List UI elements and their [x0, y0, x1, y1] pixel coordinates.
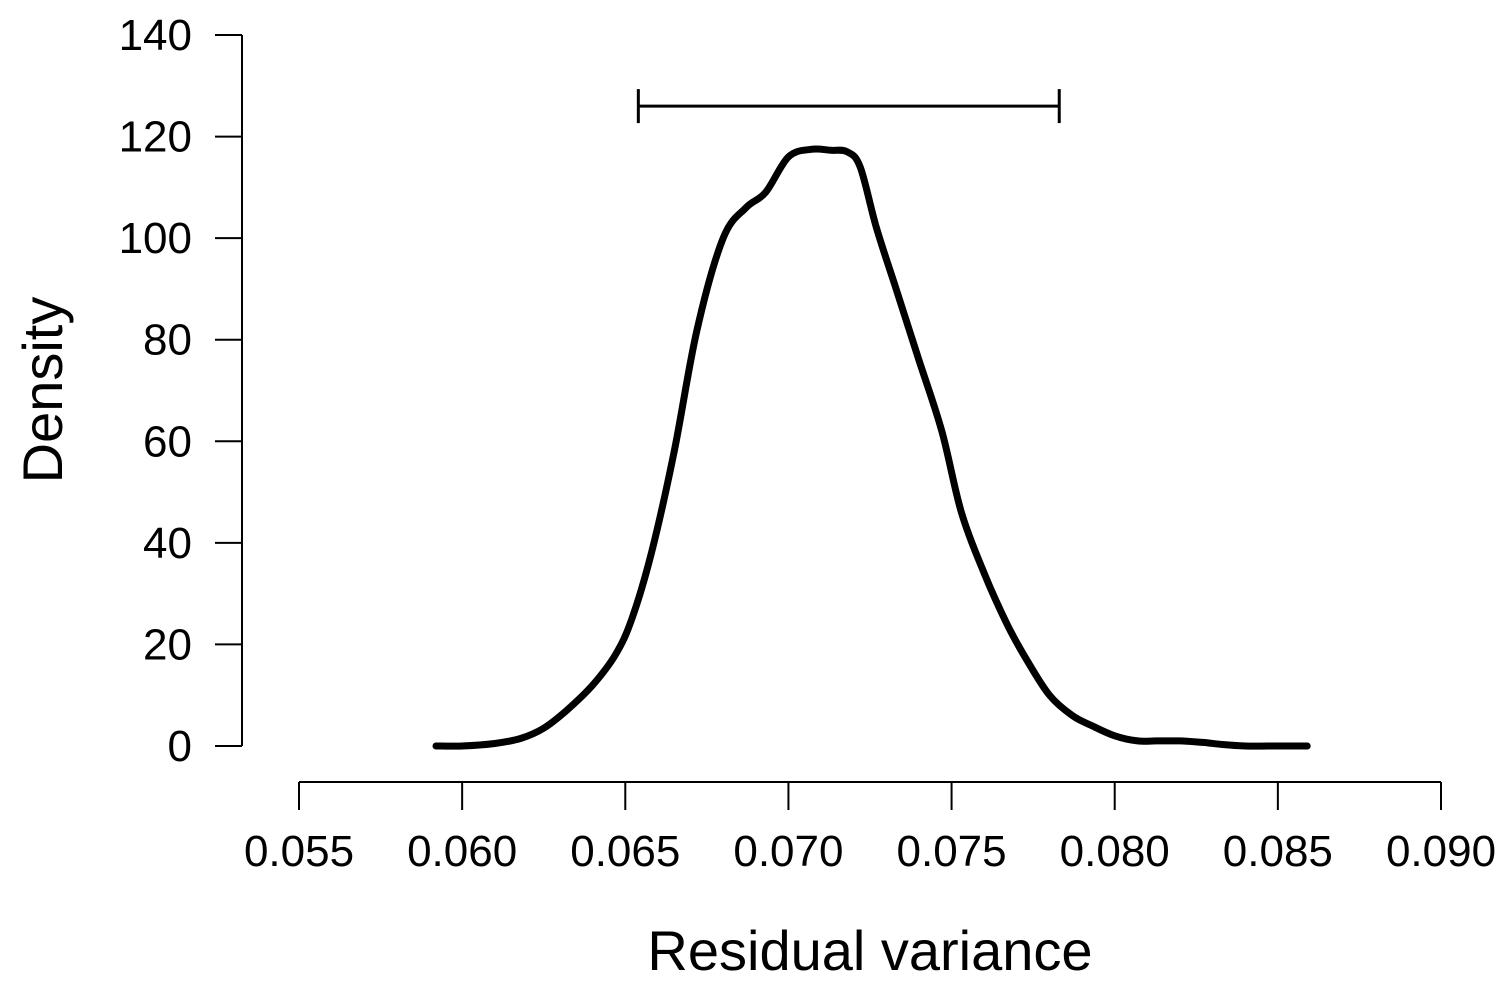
x-tick-label: 0.065 [570, 827, 680, 876]
density-curve [432, 145, 1311, 750]
credible-interval-bar [636, 89, 1061, 124]
x-tick-label: 0.085 [1223, 827, 1333, 876]
x-axis-title: Residual variance [647, 919, 1092, 982]
y-tick-label: 140 [119, 11, 192, 60]
x-axis-ticks: 0.055 0.060 0.065 0.070 0.075 0.080 0.085 0.090 [244, 782, 1496, 876]
x-tick-label: 0.090 [1386, 827, 1496, 876]
y-tick-label: 20 [143, 620, 192, 669]
y-tick-label: 60 [143, 417, 192, 466]
y-tick-label: 120 [119, 113, 192, 162]
x-tick-label: 0.070 [733, 827, 843, 876]
y-axis-ticks: 0 20 40 60 80 100 120 140 [119, 11, 242, 771]
y-tick-label: 0 [168, 722, 192, 771]
y-axis-title: Density [11, 297, 74, 484]
y-tick-label: 40 [143, 519, 192, 568]
y-tick-label: 100 [119, 214, 192, 263]
y-tick-label: 80 [143, 316, 192, 365]
x-tick-label: 0.055 [244, 827, 354, 876]
x-tick-label: 0.060 [407, 827, 517, 876]
x-tick-label: 0.080 [1060, 827, 1170, 876]
x-tick-label: 0.075 [897, 827, 1007, 876]
